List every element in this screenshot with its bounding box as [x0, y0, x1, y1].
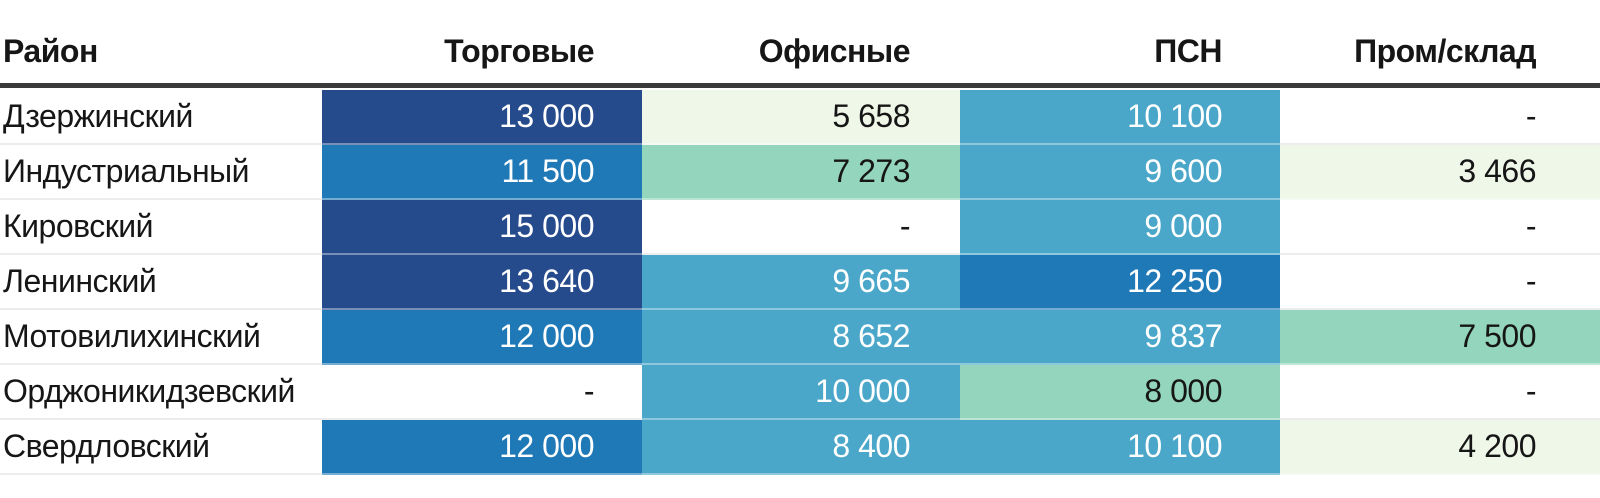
cell-psn: 9 000 [960, 200, 1280, 255]
district-name: Свердловский [0, 420, 322, 475]
table-header-row: Район Торговые Офисные ПСН Пром/склад [0, 0, 1600, 88]
cell-retail: - [322, 365, 642, 420]
cell-warehouse: - [1280, 200, 1600, 255]
cell-psn: 9 600 [960, 145, 1280, 200]
column-header-office: Офисные [758, 33, 911, 69]
cell-retail: 13 000 [322, 90, 642, 145]
cell-psn: 12 250 [960, 255, 1280, 310]
table-row: Мотовилихинский 12 000 8 652 9 837 7 500 [0, 310, 1600, 365]
column-header-warehouse: Пром/склад [1354, 33, 1536, 69]
cell-office: 8 652 [642, 310, 960, 365]
district-name: Индустриальный [0, 145, 322, 200]
district-name: Кировский [0, 200, 322, 255]
cell-office: 9 665 [642, 255, 960, 310]
cell-warehouse: - [1280, 365, 1600, 420]
district-price-heatmap-table: Район Торговые Офисные ПСН Пром/склад Дз… [0, 0, 1600, 475]
district-name: Дзержинский [0, 90, 322, 145]
table-row: Кировский 15 000 - 9 000 - [0, 200, 1600, 255]
column-header-psn: ПСН [1154, 33, 1222, 69]
cell-warehouse: 3 466 [1280, 145, 1600, 200]
cell-psn: 10 100 [960, 420, 1280, 475]
table-row: Орджоникидзевский - 10 000 8 000 - [0, 365, 1600, 420]
district-name: Ленинский [0, 255, 322, 310]
cell-office: 8 400 [642, 420, 960, 475]
cell-warehouse: - [1280, 255, 1600, 310]
table-row: Индустриальный 11 500 7 273 9 600 3 466 [0, 145, 1600, 200]
cell-office: 5 658 [642, 90, 960, 145]
table-row: Ленинский 13 640 9 665 12 250 - [0, 255, 1600, 310]
cell-office: 7 273 [642, 145, 960, 200]
cell-psn: 10 100 [960, 90, 1280, 145]
district-name: Орджоникидзевский [0, 365, 322, 420]
cell-retail: 11 500 [322, 145, 642, 200]
cell-warehouse: - [1280, 90, 1600, 145]
cell-psn: 9 837 [960, 310, 1280, 365]
cell-psn: 8 000 [960, 365, 1280, 420]
table-row: Свердловский 12 000 8 400 10 100 4 200 [0, 420, 1600, 475]
cell-retail: 13 640 [322, 255, 642, 310]
cell-retail: 12 000 [322, 420, 642, 475]
cell-warehouse: 4 200 [1280, 420, 1600, 475]
column-header-retail: Торговые [444, 33, 594, 69]
column-header-district: Район [3, 33, 98, 69]
cell-office: 10 000 [642, 365, 960, 420]
cell-retail: 12 000 [322, 310, 642, 365]
district-name: Мотовилихинский [0, 310, 322, 365]
cell-warehouse: 7 500 [1280, 310, 1600, 365]
cell-retail: 15 000 [322, 200, 642, 255]
table-row: Дзержинский 13 000 5 658 10 100 - [0, 90, 1600, 145]
cell-office: - [642, 200, 960, 255]
